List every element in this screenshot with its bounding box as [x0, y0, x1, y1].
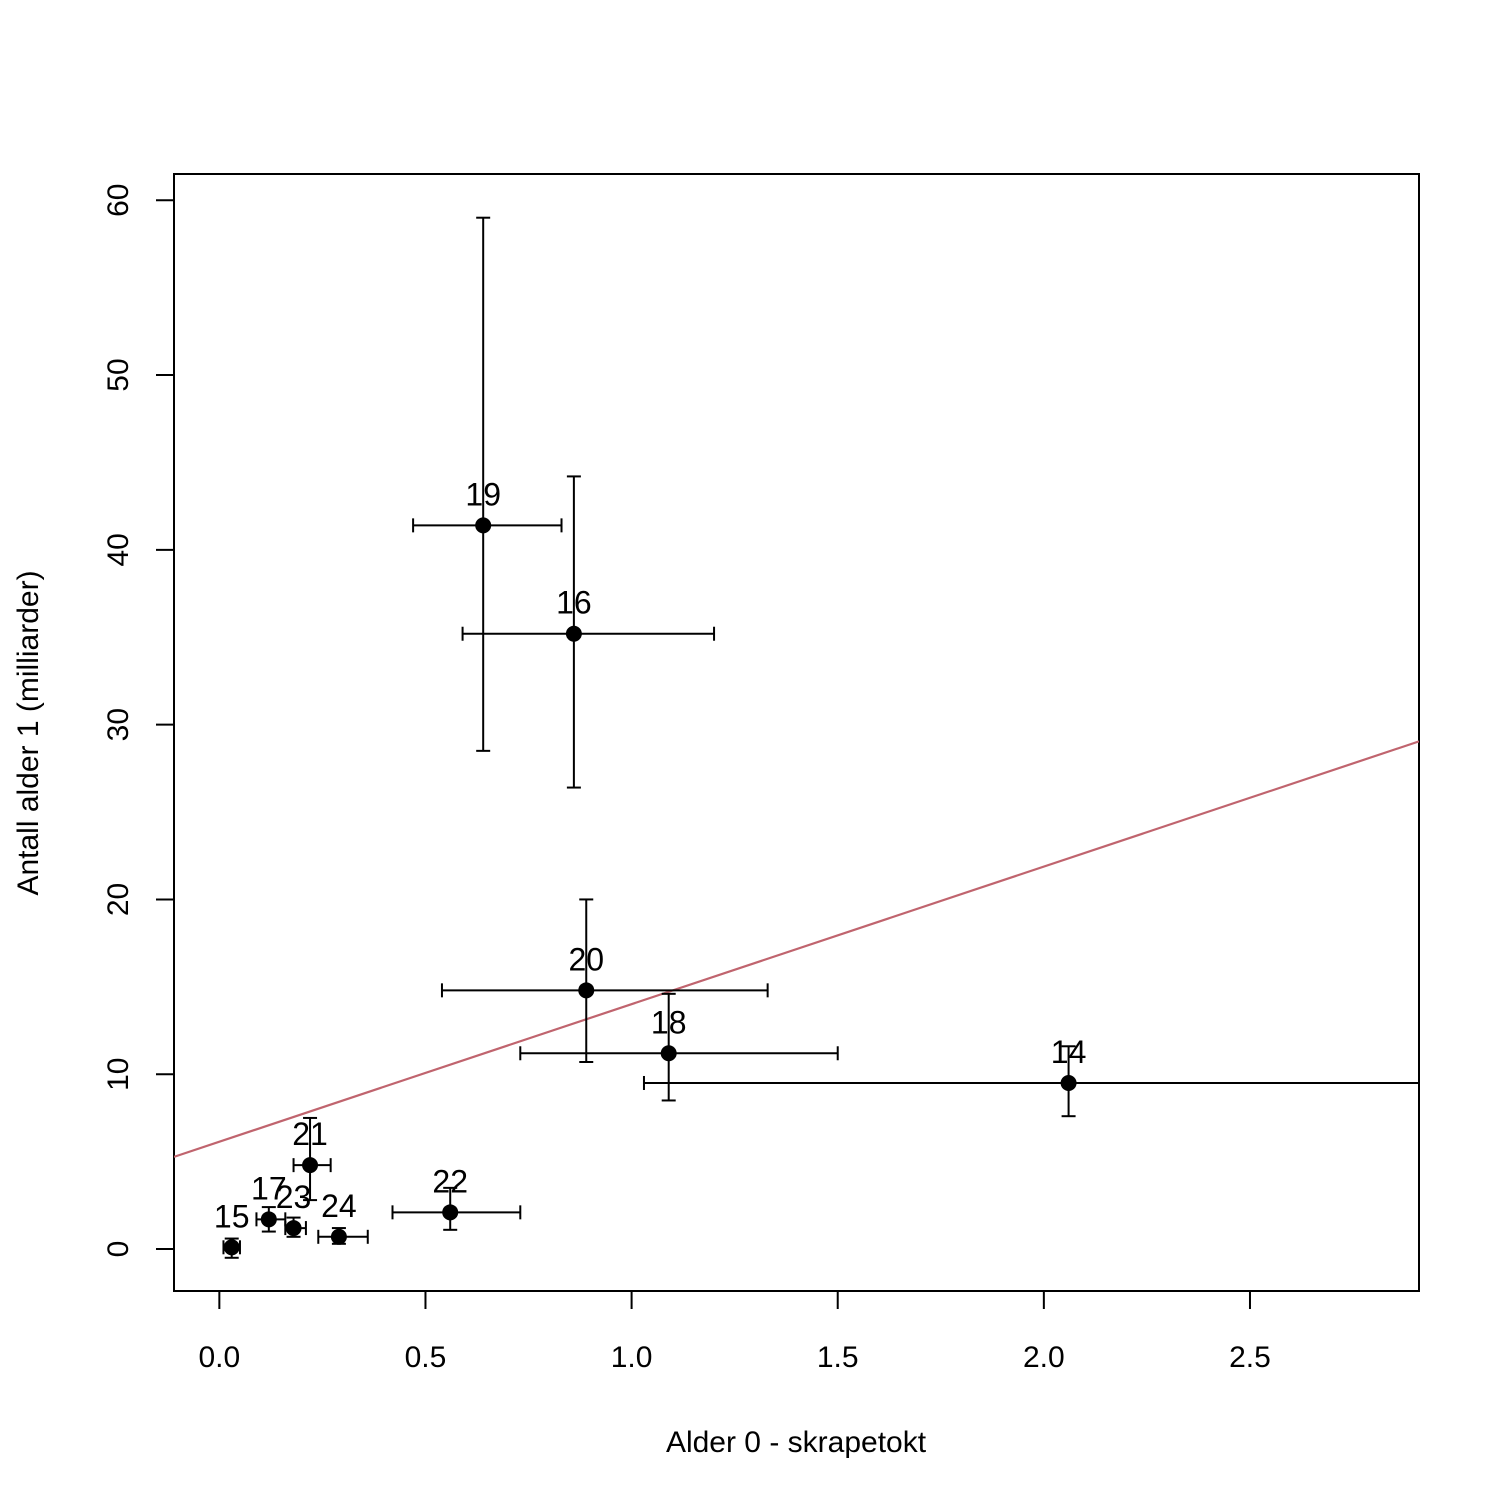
- y-tick-label: 40: [102, 533, 135, 566]
- point-label: 14: [1051, 1034, 1087, 1070]
- data-point-19: [412, 216, 563, 752]
- point-label: 19: [465, 476, 501, 512]
- y-tick-label: 30: [102, 708, 135, 741]
- point-marker: [578, 982, 595, 999]
- data-point-20: [440, 898, 769, 1064]
- point-label: 22: [432, 1163, 468, 1199]
- point-marker: [223, 1239, 240, 1256]
- y-axis-title: Antall alder 1 (milliarder): [12, 570, 45, 895]
- plot-area: [174, 216, 1419, 1259]
- y-axis: 0 10 20 30 40 50 60: [102, 184, 175, 1258]
- x-tick-label: 0.5: [405, 1341, 447, 1374]
- y-tick-label: 60: [102, 184, 135, 217]
- x-axis: 0.0 0.5 1.0 1.5 2.0 2.5: [198, 1290, 1271, 1374]
- point-label: 20: [568, 941, 604, 977]
- point-label: 15: [214, 1198, 250, 1234]
- point-marker: [1060, 1074, 1077, 1091]
- point-label: 17: [251, 1170, 287, 1206]
- x-tick-label: 2.5: [1229, 1341, 1271, 1374]
- x-tick-label: 1.5: [817, 1341, 859, 1374]
- plot-frame: [173, 173, 1420, 1292]
- point-marker: [285, 1220, 302, 1237]
- data-point-22: [391, 1186, 522, 1231]
- point-marker: [475, 517, 492, 534]
- data-point-15: [222, 1237, 241, 1259]
- x-tick-label: 0.0: [198, 1341, 240, 1374]
- point-label: 16: [556, 585, 592, 621]
- x-tick-label: 1.0: [611, 1341, 653, 1374]
- point-marker: [660, 1045, 677, 1062]
- data-point-24: [317, 1227, 369, 1245]
- point-label: 24: [321, 1188, 357, 1224]
- point-marker: [302, 1157, 319, 1174]
- data-point-21: [292, 1116, 332, 1202]
- regression-line: [174, 740, 1419, 1158]
- data-point-14: [642, 1045, 1419, 1118]
- x-tick-label: 2.0: [1023, 1341, 1065, 1374]
- data-point-18: [519, 992, 839, 1102]
- data-point-23: [284, 1216, 307, 1238]
- point-label: 23: [276, 1179, 312, 1215]
- point-marker: [442, 1204, 459, 1221]
- point-marker: [565, 625, 582, 642]
- data-point-17: [255, 1206, 287, 1233]
- y-tick-label: 0: [102, 1241, 135, 1258]
- y-tick-label: 10: [102, 1058, 135, 1091]
- point-labels: 14 15 16 17 18 19 20 21 22 23 24: [214, 476, 1086, 1234]
- x-axis-title: Alder 0 - skrapetokt: [666, 1426, 927, 1459]
- point-marker: [260, 1211, 277, 1228]
- y-tick-label: 20: [102, 883, 135, 916]
- point-label: 18: [651, 1004, 687, 1040]
- point-marker: [330, 1228, 347, 1245]
- y-tick-label: 50: [102, 358, 135, 391]
- data-point-16: [461, 475, 716, 789]
- point-label: 21: [292, 1116, 328, 1152]
